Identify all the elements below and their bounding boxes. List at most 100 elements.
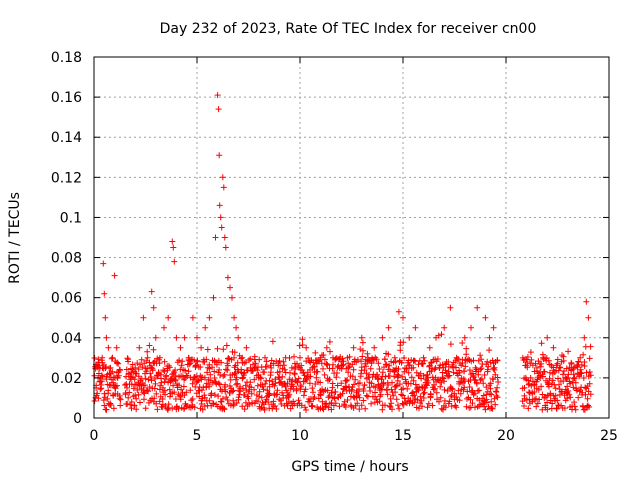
data-point-dense — [279, 389, 286, 396]
data-point-dense — [124, 355, 131, 362]
data-point-dense — [246, 401, 253, 408]
x-tick-label: 5 — [193, 428, 202, 444]
data-point-dense — [286, 355, 293, 361]
data-point-dense — [198, 387, 205, 394]
data-point-dense — [213, 361, 220, 368]
data-point-dense — [269, 378, 276, 385]
data-point-dense — [271, 382, 278, 389]
data-point-dense — [403, 365, 410, 372]
data-point-dense — [421, 357, 428, 364]
data-point-dense — [154, 406, 161, 413]
data-point-dense — [101, 402, 108, 409]
data-point-dense — [397, 347, 404, 354]
data-point-dense — [557, 364, 564, 371]
data-point-dense — [476, 387, 483, 394]
data-point-dense — [162, 373, 169, 380]
data-point — [148, 288, 155, 295]
data-point-dense — [201, 394, 208, 401]
data-point-dense — [170, 382, 177, 389]
data-point-dense — [265, 392, 272, 399]
data-point-dense — [344, 397, 351, 403]
data-point-dense — [248, 390, 255, 397]
data-point-dense — [389, 406, 395, 413]
data-point — [544, 334, 551, 341]
data-point — [288, 364, 295, 371]
data-point-dense — [245, 395, 252, 402]
data-point-dense — [345, 369, 352, 376]
data-point-dense — [206, 397, 213, 404]
data-point-dense — [574, 364, 581, 371]
data-point-dense — [321, 371, 328, 378]
data-point-dense — [478, 365, 485, 372]
data-point-dense — [223, 342, 230, 349]
data-point-dense — [538, 340, 545, 347]
data-point-dense — [313, 374, 320, 381]
data-point-dense — [242, 382, 249, 389]
data-point-dense — [185, 368, 192, 375]
data-point-dense — [396, 405, 403, 412]
data-point-dense — [488, 398, 495, 405]
data-point-dense — [194, 357, 201, 364]
data-point-dense — [274, 387, 281, 394]
data-point-dense — [184, 373, 191, 379]
data-point-dense — [141, 396, 147, 403]
data-point-dense — [527, 349, 534, 356]
data-point-dense — [294, 379, 301, 386]
data-point-dense — [547, 391, 554, 398]
data-point-dense — [354, 356, 361, 363]
data-point-dense — [326, 338, 333, 345]
data-point — [447, 304, 454, 311]
data-point-dense — [461, 368, 468, 375]
data-point-dense — [272, 376, 279, 383]
data-point-dense — [482, 406, 489, 413]
data-point-dense — [392, 383, 399, 390]
data-point-dense — [440, 375, 447, 382]
data-point-dense — [206, 381, 213, 388]
data-point-dense — [141, 382, 148, 389]
data-point-dense — [424, 371, 431, 378]
data-point-dense — [195, 377, 202, 384]
data-point-dense — [187, 360, 194, 367]
data-point-dense — [148, 374, 154, 380]
data-point-dense — [125, 394, 132, 401]
data-point-dense — [208, 390, 215, 397]
data-point-dense — [100, 397, 107, 404]
data-point-dense — [156, 360, 163, 367]
data-point-dense — [531, 389, 538, 395]
data-point-dense — [459, 340, 466, 346]
data-point-dense — [115, 360, 122, 367]
data-point-dense — [298, 402, 305, 409]
data-point — [140, 314, 147, 321]
data-point-dense — [356, 394, 363, 401]
data-point-dense — [204, 369, 211, 376]
data-point-dense — [473, 379, 480, 386]
data-point-dense — [383, 361, 390, 368]
data-point-dense — [334, 370, 340, 376]
data-point — [441, 324, 448, 331]
data-point-dense — [242, 359, 249, 366]
data-point-dense — [582, 391, 589, 398]
data-point — [233, 324, 240, 331]
data-point-dense — [295, 375, 302, 382]
data-point-dense — [222, 381, 229, 388]
data-point-dense — [463, 351, 470, 358]
data-point-dense — [303, 376, 310, 383]
data-point-dense — [221, 406, 228, 413]
data-point-dense — [428, 359, 434, 366]
data-point-dense — [570, 384, 577, 391]
data-point-dense — [211, 368, 218, 375]
data-point-dense — [409, 389, 416, 396]
data-point-dense — [281, 366, 288, 373]
data-point-dense — [428, 368, 435, 374]
data-point-dense — [478, 375, 485, 382]
data-point-dense — [116, 392, 123, 399]
data-point-dense — [393, 396, 400, 403]
data-point-dense — [333, 374, 340, 381]
data-point-dense — [151, 395, 158, 402]
data-point-dense — [307, 373, 314, 380]
data-point-dense — [131, 376, 138, 383]
data-point — [217, 214, 224, 221]
data-point-dense — [430, 386, 437, 393]
data-point-dense — [122, 382, 128, 388]
data-point-dense — [103, 406, 110, 413]
